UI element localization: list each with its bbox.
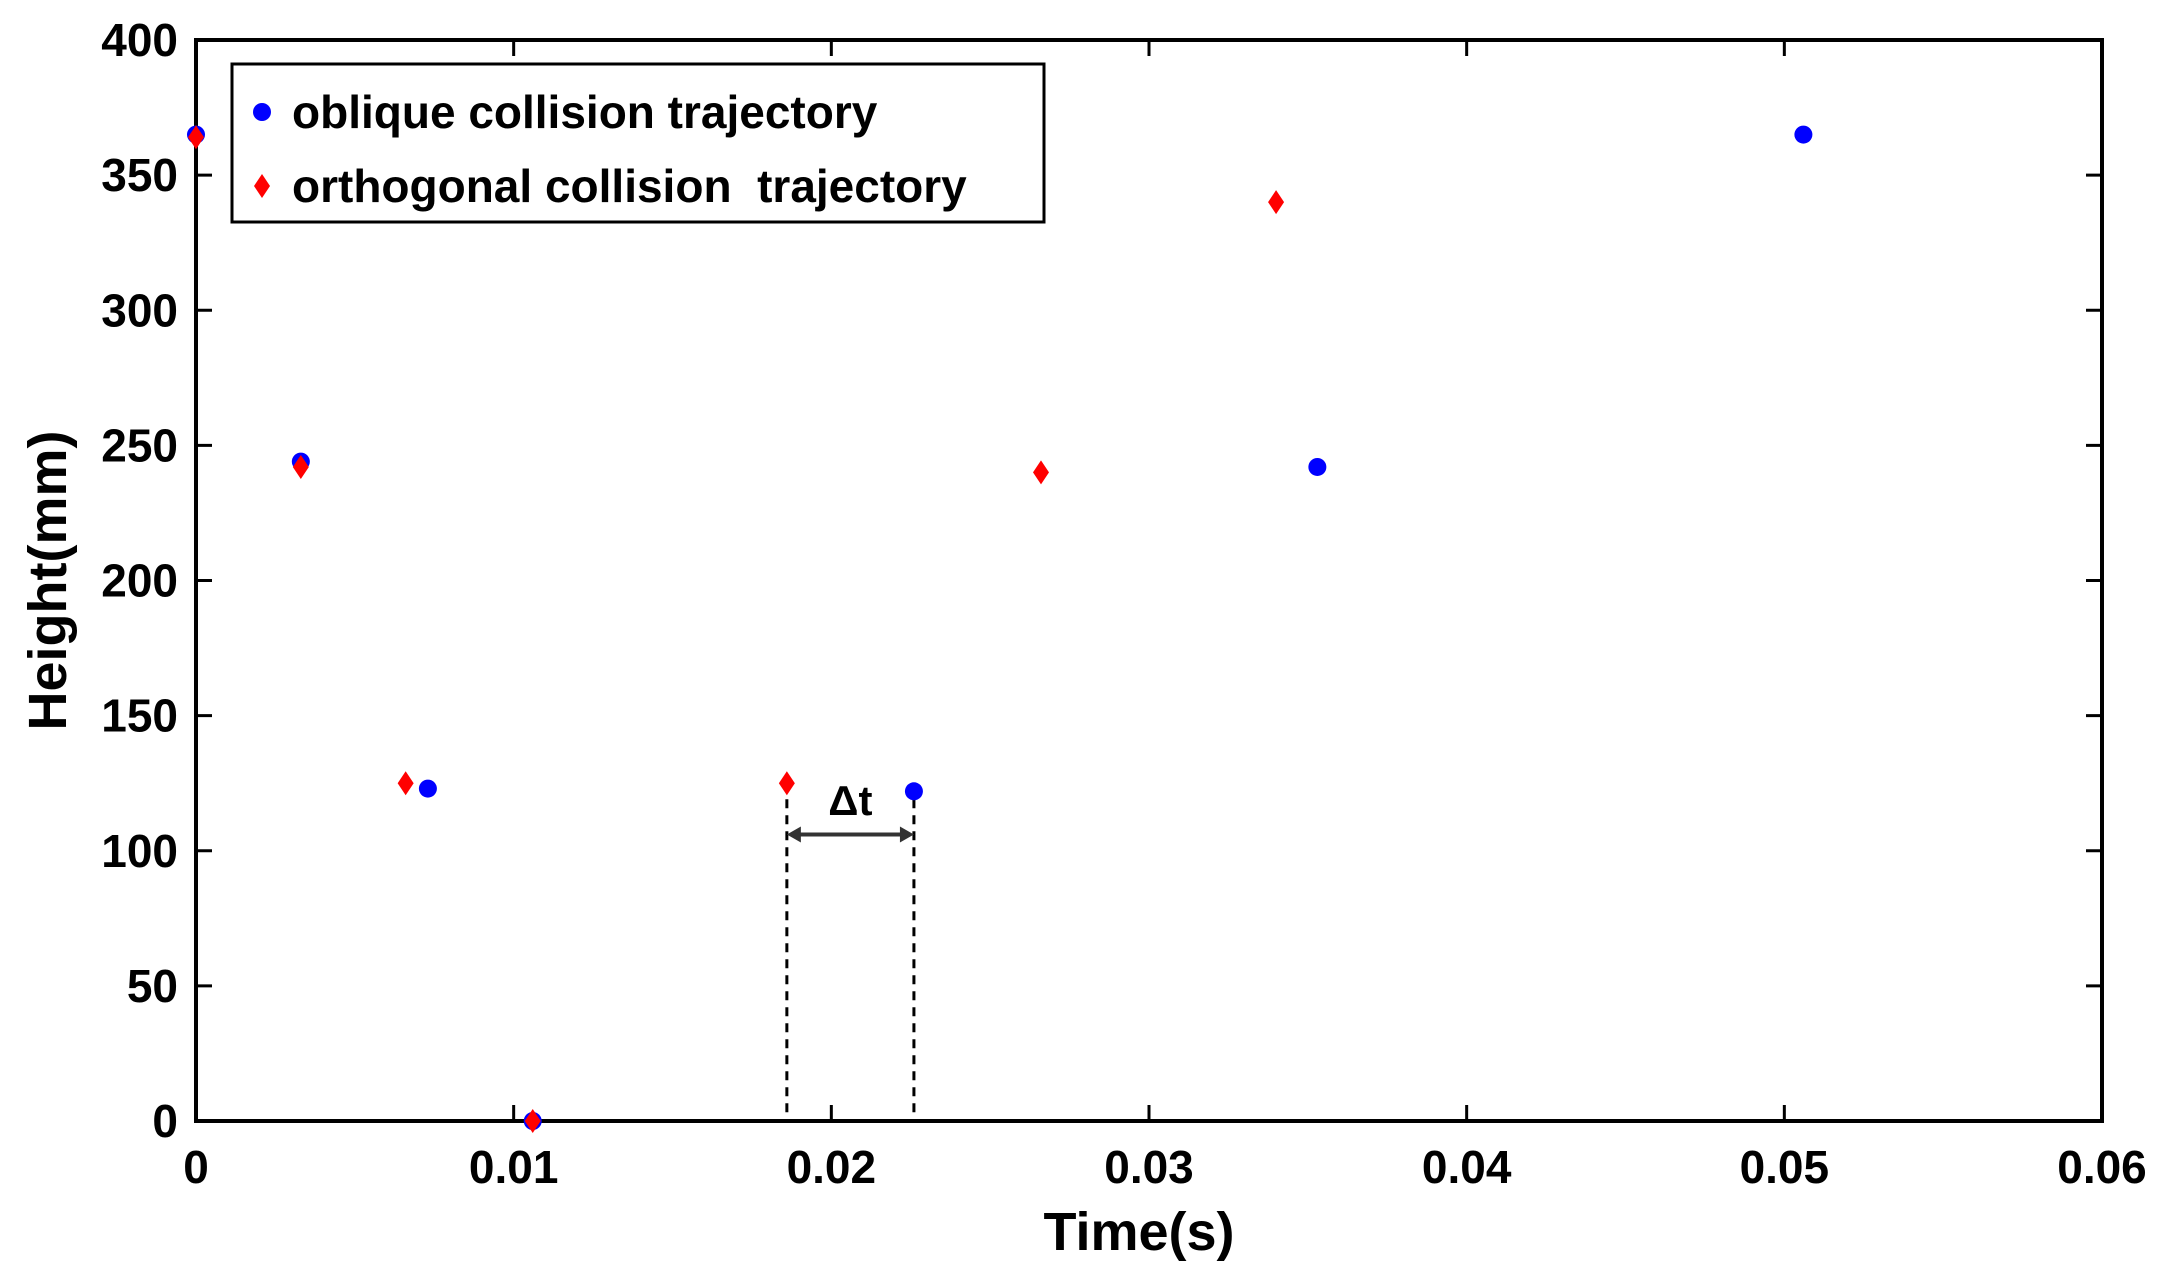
data-point (1308, 457, 1327, 476)
x-tick-label: 0.01 (469, 1141, 559, 1193)
data-marks (187, 125, 1813, 1133)
x-tick-label: 0.02 (787, 1141, 877, 1193)
y-tick-label: 200 (101, 555, 178, 607)
data-point (778, 771, 795, 796)
x-tick-label: 0.05 (1740, 1141, 1830, 1193)
data-point (1794, 125, 1813, 144)
x-tick-label: 0 (183, 1141, 209, 1193)
legend-entry-label: oblique collision trajectory (292, 86, 878, 138)
y-tick-label: 0 (152, 1095, 178, 1147)
y-tick-label: 50 (127, 960, 178, 1012)
y-tick-label: 350 (101, 149, 178, 201)
interval-label: Δt (828, 777, 872, 824)
series-orthogonal (188, 125, 1285, 1133)
data-point (524, 1109, 541, 1133)
y-tick-label: 150 (101, 690, 178, 742)
data-point (1268, 190, 1285, 215)
data-point (188, 125, 204, 150)
legend-marker (253, 103, 271, 121)
x-tick-label: 0.04 (1422, 1141, 1512, 1193)
legend-box (230, 62, 1046, 224)
interval-arrowhead-left (786, 826, 801, 843)
y-tick-label: 400 (101, 14, 178, 66)
data-point (1032, 460, 1049, 485)
y-tick-label: 300 (101, 284, 178, 336)
y-tick-label: 100 (101, 825, 178, 877)
x-axis-title: Time(s) (1043, 1202, 1234, 1262)
legend-marker (254, 174, 270, 198)
y-axis-title: Height(mm) (18, 431, 78, 731)
legend-entry-label: orthogonal collision trajectory (292, 160, 967, 212)
x-tick-label: 0.06 (2057, 1141, 2147, 1193)
interval-arrowhead-right (899, 826, 914, 843)
x-tick-label: 0.03 (1104, 1141, 1194, 1193)
data-point (904, 782, 923, 801)
axis-ticks: 0 0.01 0.02 0.03 0.04 0.05 0.06 0 50 100 150 200 250… (101, 14, 2147, 1193)
data-point (418, 779, 437, 798)
y-tick-label: 250 (101, 419, 178, 471)
annotations: Δt (785, 777, 916, 1121)
legend: oblique collision trajectory orthogonal c… (230, 62, 1046, 224)
data-point (397, 771, 414, 796)
data-point (292, 454, 309, 479)
